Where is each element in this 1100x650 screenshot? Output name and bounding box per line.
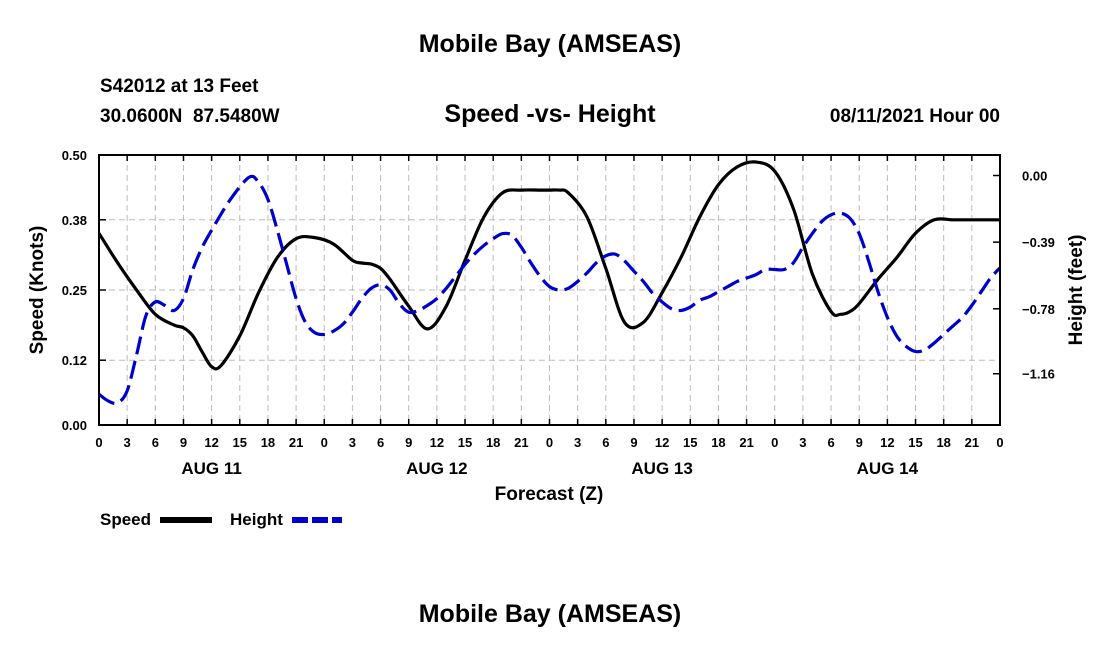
series-line-speed <box>97 160 1000 371</box>
bottom-title: Mobile Bay (AMSEAS) <box>418 600 682 628</box>
y-left-tick-label: 0.00 <box>62 418 87 433</box>
legend: Speed Height <box>100 510 342 529</box>
y-axis-left: 0.00 0.12 0.25 0.38 0.50 <box>62 148 106 433</box>
x-tick-label: 21 <box>739 435 753 450</box>
x-tick-label: 3 <box>574 435 581 450</box>
y-right-tick-label: −0.39 <box>1022 235 1055 250</box>
x-tick-label: 18 <box>486 435 500 450</box>
x-tick-label: 9 <box>180 435 187 450</box>
x-tick-label: 21 <box>965 435 979 450</box>
x-tick-label: 12 <box>430 435 444 450</box>
y-right-tick-label: −1.16 <box>1022 367 1055 382</box>
x-tick-label: 0 <box>95 435 102 450</box>
day-label: AUG 13 <box>631 459 692 478</box>
y-axis-label-right: Height (feet) <box>1066 235 1087 346</box>
y-right-tick-label: 0.00 <box>1022 169 1047 184</box>
x-tick-label: 0 <box>546 435 553 450</box>
x-tick-label: 0 <box>771 435 778 450</box>
y-left-tick-label: 0.50 <box>62 148 87 163</box>
x-tick-label: 15 <box>683 435 697 450</box>
x-tick-label: 12 <box>655 435 669 450</box>
legend-height-label: Height <box>230 510 283 529</box>
y-left-tick-label: 0.25 <box>62 283 87 298</box>
y-left-tick-label: 0.38 <box>62 213 87 228</box>
legend-speed-label: Speed <box>100 510 151 529</box>
x-tick-label: 3 <box>124 435 131 450</box>
x-tick-label: 9 <box>405 435 412 450</box>
x-tick-label: 9 <box>856 435 863 450</box>
series-line-height <box>98 174 1002 406</box>
datetime-label: 08/11/2021 Hour 00 <box>829 106 1000 127</box>
x-tick-label: 18 <box>936 435 950 450</box>
x-tick-label: 12 <box>204 435 218 450</box>
x-tick-label: 6 <box>602 435 609 450</box>
x-tick-label: 0 <box>321 435 328 450</box>
x-tick-label: 12 <box>880 435 894 450</box>
chart-title: Speed -vs- Height <box>444 100 656 128</box>
x-tick-label: 21 <box>514 435 528 450</box>
x-axis: 0 3 6 9 12 15 18 21 0 3 6 9 12 15 18 21 0 3 6 9 12 15 18 21 0 3 6 9… <box>95 155 1004 478</box>
x-tick-label: 15 <box>233 435 247 450</box>
x-tick-label: 15 <box>908 435 922 450</box>
x-tick-label: 9 <box>630 435 637 450</box>
day-label: AUG 14 <box>857 459 919 478</box>
top-title: Mobile Bay (AMSEAS) <box>418 30 682 58</box>
y-right-tick-label: −0.78 <box>1022 302 1055 317</box>
y-axis-right: 0.00 −0.39 −0.78 −1.16 <box>993 169 1055 382</box>
x-tick-label: 6 <box>377 435 384 450</box>
x-tick-label: 18 <box>261 435 275 450</box>
x-tick-label: 3 <box>349 435 356 450</box>
y-axis-label-left: Speed (Knots) <box>27 226 48 355</box>
x-axis-label: Forecast (Z) <box>495 484 604 505</box>
series-layer <box>97 160 1002 406</box>
y-left-tick-label: 0.12 <box>62 353 87 368</box>
x-tick-label: 6 <box>827 435 834 450</box>
coordinates-label: 30.0600N 87.5480W <box>100 106 280 127</box>
x-tick-label: 3 <box>799 435 806 450</box>
day-label: AUG 12 <box>406 459 467 478</box>
x-tick-label: 18 <box>711 435 725 450</box>
x-tick-label: 6 <box>152 435 159 450</box>
station-label: S42012 at 13 Feet <box>100 76 259 97</box>
x-tick-label: 15 <box>458 435 472 450</box>
x-tick-label: 0 <box>996 435 1003 450</box>
x-tick-label: 21 <box>289 435 303 450</box>
day-label: AUG 11 <box>181 459 241 478</box>
